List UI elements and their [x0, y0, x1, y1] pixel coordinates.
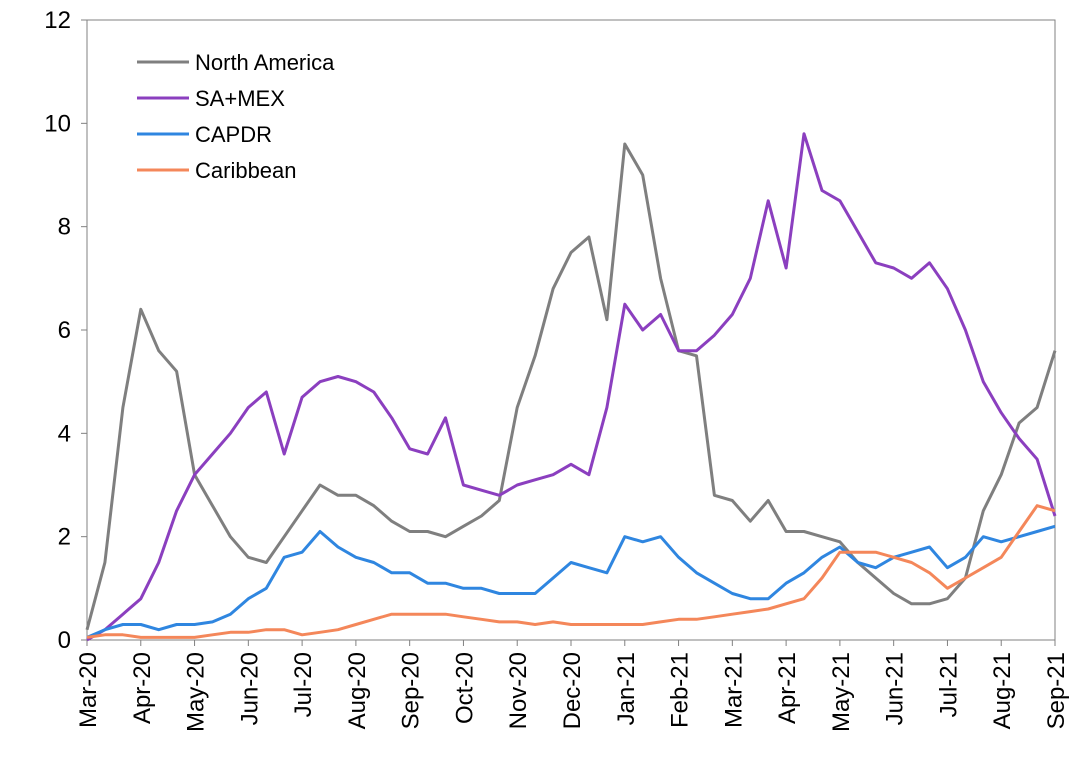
x-tick-label: Jun-21 — [882, 652, 909, 725]
x-tick-label: Sep-21 — [1043, 652, 1070, 729]
x-tick-label: Sep-20 — [398, 652, 425, 729]
y-tick-label: 6 — [58, 317, 71, 344]
legend-label: Caribbean — [195, 158, 297, 183]
x-tick-label: Apr-20 — [129, 652, 156, 724]
x-tick-label: Jul-21 — [935, 652, 962, 717]
series-line — [86, 132, 1057, 642]
y-tick-label: 4 — [58, 420, 71, 447]
x-tick-label: May-21 — [828, 652, 855, 732]
x-tick-label: Mar-20 — [75, 652, 102, 728]
x-tick-label: May-20 — [183, 652, 210, 732]
series-line — [86, 504, 1056, 639]
y-tick-label: 2 — [58, 524, 71, 551]
x-tick-label: Nov-20 — [505, 652, 532, 729]
x-tick-label: Jul-20 — [290, 652, 317, 717]
series-line — [86, 524, 1056, 639]
series-line — [85, 142, 1057, 631]
y-tick-label: 12 — [44, 7, 71, 34]
legend-label: CAPDR — [195, 122, 272, 147]
x-tick-label: Jun-20 — [236, 652, 263, 725]
legend-label: North America — [195, 50, 335, 75]
legend-label: SA+MEX — [195, 86, 285, 111]
x-tick-label: Oct-20 — [451, 652, 478, 724]
x-tick-label: Aug-20 — [344, 652, 371, 729]
x-tick-label: Jan-21 — [613, 652, 640, 725]
plot-frame — [86, 19, 1056, 641]
x-tick-label: Dec-20 — [559, 652, 586, 729]
y-tick-label: 0 — [58, 627, 71, 654]
x-tick-label: Apr-21 — [774, 652, 801, 724]
x-tick-label: Mar-21 — [720, 652, 747, 728]
y-tick-label: 8 — [58, 214, 71, 241]
x-tick-label: Aug-21 — [989, 652, 1016, 729]
x-tick-label: Feb-21 — [667, 652, 694, 728]
y-tick-label: 10 — [44, 110, 71, 137]
